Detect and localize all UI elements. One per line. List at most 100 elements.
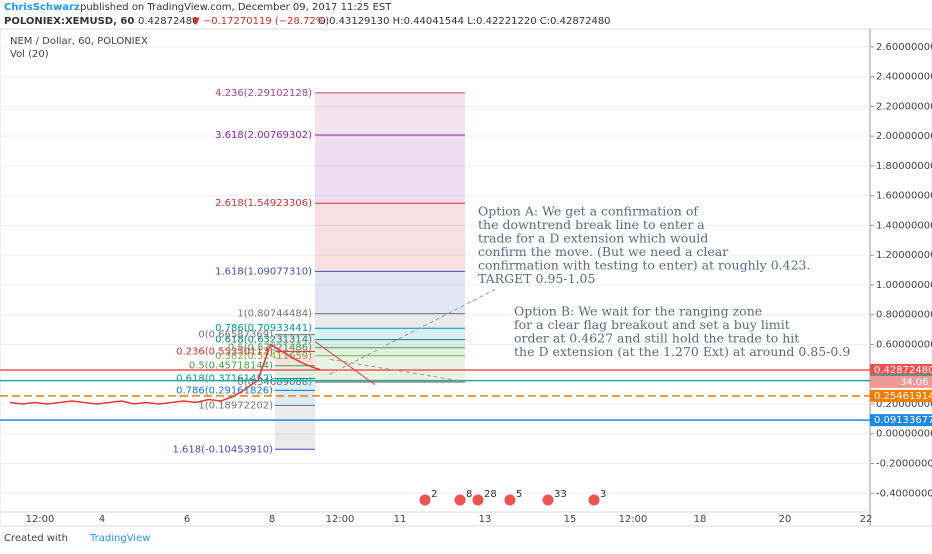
change: ▼ −0.17270119 (−28.72%) [192, 16, 329, 27]
y-tick-label: -0.20000000 [876, 459, 932, 470]
fib-band [315, 347, 465, 356]
symbol: POLONIEX:XEMUSD, 60 [4, 16, 134, 27]
x-tick-label: 6 [184, 514, 190, 525]
event-count: 2 [431, 489, 437, 500]
fib-band [275, 405, 315, 450]
fib-band [315, 134, 465, 204]
event-icon [471, 493, 485, 507]
fib-band [315, 355, 465, 383]
x-tick-label: 12:00 [619, 514, 648, 525]
fib-label: 1(0.18972202) [198, 401, 273, 412]
x-tick-label: 8 [269, 514, 275, 525]
x-tick-label: 22 [860, 514, 873, 525]
last-price: 0.42872480 [138, 16, 198, 27]
fib-band [315, 328, 465, 340]
published: published on TradingView.com, December 0… [80, 2, 392, 13]
event-count: 33 [554, 489, 567, 500]
x-tick-label: 4 [99, 514, 105, 525]
price-tag [870, 389, 932, 402]
fib-band [275, 390, 315, 406]
y-tick-label: 1.40000000 [876, 220, 932, 231]
y-tick-label: 0.60000000 [876, 339, 932, 350]
y-tick-label: 2.20000000 [876, 101, 932, 112]
price-tag [870, 414, 932, 427]
annotation-line: confirmation with testing to enter) at r… [478, 258, 810, 273]
fib-label: 0.618(0.37161452) [176, 373, 273, 384]
fib-band [315, 203, 465, 272]
x-tick-label: 20 [779, 514, 792, 525]
volume-tag [870, 375, 932, 388]
fib-label: 4.236(2.29102128) [215, 88, 312, 99]
fib-band [275, 334, 315, 352]
trend-line [314, 341, 376, 386]
annotation-line: Option B: We wait for the ranging zone [514, 304, 762, 319]
fib-band [315, 313, 465, 329]
footer-brand: TradingView [89, 533, 150, 544]
fib-band [315, 339, 465, 348]
event-count: 8 [466, 489, 472, 500]
fib-label: 0.618(0.63231314) [215, 335, 312, 346]
event-icon [503, 493, 517, 507]
fib-label: 3.618(2.00769302) [215, 130, 312, 141]
annotation-line: the D extension (at the 1.270 Ext) at ar… [514, 344, 850, 359]
fib-band [275, 365, 315, 379]
y-tick-label: 0.80000000 [876, 310, 932, 321]
fib-label: 1.618(-0.10453910) [173, 444, 274, 455]
event-count: 5 [516, 489, 522, 500]
volume-tag-label: 34.06 [900, 377, 929, 388]
fib-label: 0(0.34689088) [237, 377, 312, 388]
fib-band [315, 271, 465, 314]
fib-label: 0.236(0.55350113) [176, 346, 273, 357]
fib-label: 0(0.66587369) [198, 330, 273, 341]
fib-label: 2.618(1.54923306) [215, 198, 312, 209]
guide-line [329, 288, 496, 375]
annotation-line: order at 0.4627 and still hold the trade… [514, 331, 799, 346]
plot: -0.40000000 -0.20000000 0.00000000 0.200000… [0, 42, 932, 525]
event-icon [541, 493, 555, 507]
y-tick-label: 2.60000000 [876, 42, 932, 53]
annotation-line: confirm the move. (But we need a clear [478, 244, 728, 259]
y-tick-label: 2.00000000 [876, 131, 932, 142]
fib-label: 0.5(0.45718144) [189, 361, 273, 372]
x-tick-label: 15 [564, 514, 577, 525]
y-tick-label: 1.20000000 [876, 250, 932, 261]
event-icon [418, 493, 432, 507]
annotation-line: Option A: We get a confirmation of [478, 204, 699, 219]
fib-label: 0.5(0.57821486) [228, 343, 312, 354]
fib-label: 0.786(0.29161826) [176, 385, 273, 396]
event-count: 3 [600, 489, 606, 500]
price-line-series [9, 343, 321, 405]
annotation-line: TARGET 0.95-1.05 [478, 271, 595, 286]
event-icon [453, 493, 467, 507]
price-tag-label: 0.25461914 [874, 391, 932, 402]
x-tick-label: 12:00 [326, 514, 355, 525]
fib-label: 0.382(0.52411659) [215, 351, 312, 362]
fib-label: 1.618(1.09077310) [215, 266, 312, 277]
y-tick-label: 0.00000000 [876, 429, 932, 440]
y-tick-label: 0.20000000 [876, 399, 932, 410]
y-tick-label: 2.40000000 [876, 72, 932, 83]
fib-band [315, 92, 465, 135]
annotation-line: the downtrend break line to enter a [478, 217, 705, 232]
fib-band [275, 378, 315, 391]
price-tag-label: 0.42872480 [874, 365, 932, 376]
chart-frame [0, 28, 932, 527]
y-tick-label: 1.00000000 [876, 280, 932, 291]
x-tick-label: 18 [694, 514, 707, 525]
annotation-line: for a clear flag breakout and set a buy … [514, 317, 790, 332]
annotation-line: trade for a D extension which would [478, 231, 708, 246]
volume-legend: Vol (20) [10, 49, 49, 60]
event-count: 28 [484, 489, 497, 500]
ohlc: O:0.43129130 H:0.44041544 L:0.42221220 C… [318, 16, 611, 27]
guide-line [329, 358, 466, 383]
x-tick-label: 12:00 [26, 514, 55, 525]
price-tag [870, 363, 932, 376]
y-tick-label: -0.40000000 [876, 488, 932, 499]
event-icon [587, 493, 601, 507]
x-tick-label: 11 [394, 514, 407, 525]
fib-label: 0.786(0.70933441) [215, 323, 312, 334]
legend-title: NEM / Dollar, 60, POLONIEX [10, 36, 148, 47]
fib-label: 1(0.80744484) [237, 309, 312, 320]
